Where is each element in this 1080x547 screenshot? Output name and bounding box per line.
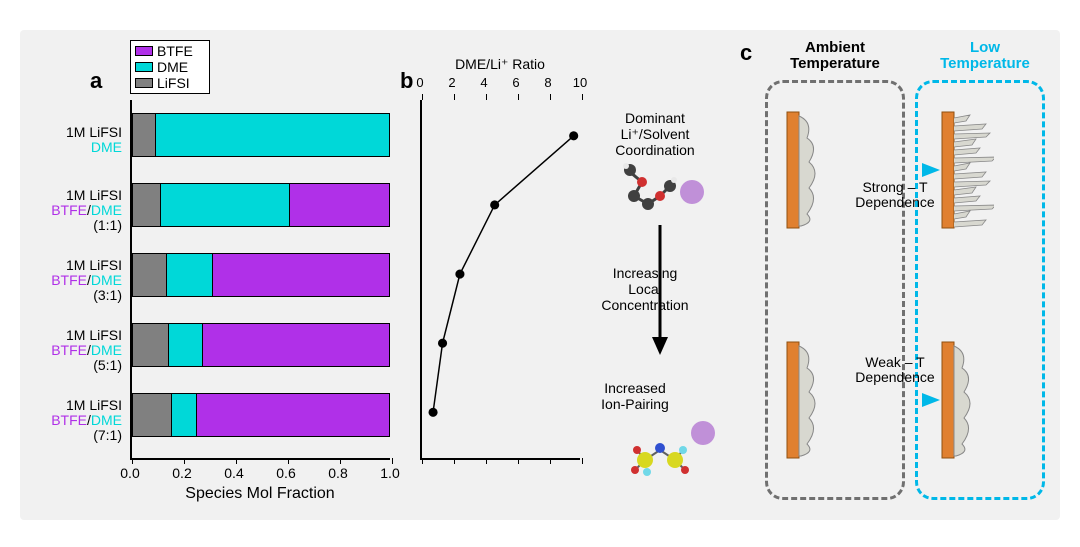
arrow-row2 [850, 390, 940, 410]
bar-segment-dme [166, 253, 212, 297]
xaxis-tick-label: 0.6 [276, 465, 295, 481]
annot-ionpair: IncreasedIon-Pairing [585, 380, 685, 412]
ylabel-row: 1M LiFSIDME [30, 105, 122, 175]
data-point [490, 200, 499, 209]
bar-segment-dme [171, 393, 197, 437]
bar-segment-dme [155, 113, 390, 157]
legend-swatch [135, 46, 153, 56]
line-series [433, 136, 574, 413]
bar-segment-btfe [289, 183, 390, 227]
legend-swatch [135, 78, 153, 88]
title-ambient: AmbientTemperature [780, 40, 890, 72]
text-weak-t: Weak – TDependence [850, 355, 940, 385]
arrow-row1 [850, 160, 940, 180]
panel-b-xaxis-title: DME/Li⁺ Ratio [420, 56, 580, 73]
panel-b-line [422, 100, 580, 458]
xaxis-b-tick-label: 6 [512, 75, 519, 90]
data-point [569, 131, 578, 140]
panel-b-chart [420, 100, 580, 460]
panel-c-label: c [740, 40, 752, 66]
xaxis-tick-label: 0.0 [120, 465, 139, 481]
data-point [429, 408, 438, 417]
legend-swatch [135, 62, 153, 72]
bar-segment-lifsi [132, 183, 160, 227]
panel-a-xaxis: 0.00.20.40.60.81.0 [130, 465, 390, 485]
bar-segment-lifsi [132, 323, 168, 367]
bar-segment-dme [168, 323, 202, 367]
panel-a-xlabel: Species Mol Fraction [130, 485, 390, 503]
panel-b: b DME/Li⁺ Ratio 0 2 4 6 8 10 DominantLi⁺/Solv… [400, 40, 740, 510]
annot-dominant: DominantLi⁺/SolventCoordination [595, 110, 715, 158]
data-point [438, 339, 447, 348]
ylabel-row: 1M LiFSIBTFE/DME(1:1) [30, 175, 122, 245]
xaxis-b-tick-label: 10 [573, 75, 587, 90]
legend-row-lifsi: LiFSI [135, 75, 205, 91]
text-strong-t: Strong – TDependence [850, 180, 940, 210]
title-low: LowTemperature [930, 40, 1040, 72]
bar-segment-lifsi [132, 253, 166, 297]
ylabel-row: 1M LiFSIBTFE/DME(5:1) [30, 315, 122, 385]
xaxis-tick-label: 0.8 [328, 465, 347, 481]
xaxis-tick-label: 0.4 [224, 465, 243, 481]
panel-a-label: a [90, 68, 102, 94]
panel-a-legend: BTFEDMELiFSI [130, 40, 210, 94]
panel-b-label: b [400, 68, 413, 94]
xaxis-b-tick-label: 8 [544, 75, 551, 90]
ylabel-row: 1M LiFSIBTFE/DME(7:1) [30, 385, 122, 455]
panel-c: c AmbientTemperature LowTemperature Stro… [740, 40, 1050, 510]
molecule-dme-li [620, 160, 710, 220]
annot-increasing: IncreasingLocalConcentration [585, 265, 705, 313]
electrode-ambient-smooth-2 [785, 340, 839, 460]
bar-segment-lifsi [132, 113, 155, 157]
bar-segment-btfe [202, 323, 390, 367]
bar-segment-lifsi [132, 393, 171, 437]
bar-segment-btfe [212, 253, 390, 297]
xaxis-b-tick-label: 4 [480, 75, 487, 90]
bar-row [132, 183, 390, 227]
legend-label: DME [157, 59, 188, 75]
bar-row [132, 253, 390, 297]
electrode-ambient-smooth-1 [785, 110, 839, 230]
electrode-low-smooth [940, 340, 994, 460]
molecule-fsi-li [625, 415, 720, 485]
bar-row [132, 323, 390, 367]
legend-row-btfe: BTFE [135, 43, 205, 59]
panel-a-bars [130, 100, 390, 460]
panel-a: a BTFEDMELiFSI 1M LiFSIDME1M LiFSIBTFE/D… [30, 40, 400, 510]
xaxis-tick-label: 0.2 [172, 465, 191, 481]
bar-segment-dme [160, 183, 289, 227]
xaxis-b-tick-label: 2 [448, 75, 455, 90]
electrode-low-dendritic [940, 110, 994, 230]
legend-row-dme: DME [135, 59, 205, 75]
xaxis-b-tick-label: 0 [416, 75, 423, 90]
legend-label: BTFE [157, 43, 193, 59]
ylabel-row: 1M LiFSIBTFE/DME(3:1) [30, 245, 122, 315]
xaxis-tick-label: 1.0 [380, 465, 399, 481]
bar-segment-btfe [196, 393, 390, 437]
panel-a-ylabels: 1M LiFSIDME1M LiFSIBTFE/DME(1:1)1M LiFSI… [30, 105, 122, 455]
figure-container: a BTFEDMELiFSI 1M LiFSIDME1M LiFSIBTFE/D… [20, 30, 1060, 520]
data-point [455, 270, 464, 279]
bar-row [132, 393, 390, 437]
bar-row [132, 113, 390, 157]
legend-label: LiFSI [157, 75, 190, 91]
